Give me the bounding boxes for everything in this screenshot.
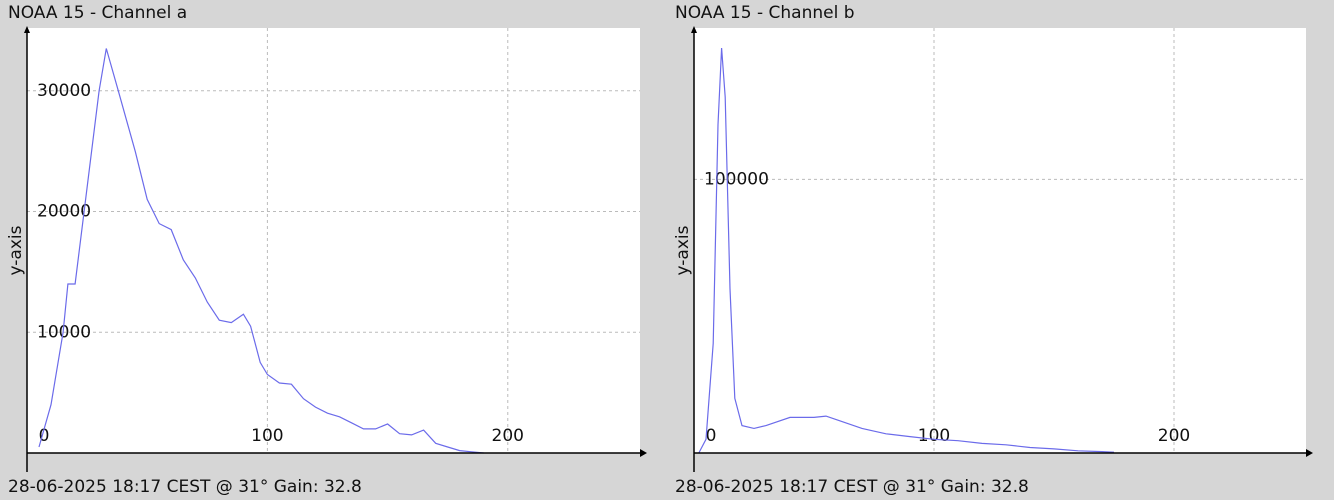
panel-title: NOAA 15 - Channel b [675, 3, 855, 23]
plot-area [27, 28, 640, 453]
data-line [38, 48, 484, 454]
y-tick-label: 10000 [37, 322, 91, 342]
data-line [698, 47, 1115, 454]
y-axis-label: y-axis [6, 225, 26, 275]
status-footer: 28-06-2025 18:17 CEST @ 31° Gain: 32.8 [8, 477, 362, 497]
status-footer: 28-06-2025 18:17 CEST @ 31° Gain: 32.8 [675, 477, 1029, 497]
panel-title: NOAA 15 - Channel a [8, 3, 187, 23]
y-axis-arrow [691, 26, 697, 33]
x-tick-label: 200 [492, 426, 524, 446]
y-tick-label: 20000 [37, 202, 91, 222]
y-axis-arrow [24, 26, 30, 33]
x-axis-arrow [1306, 449, 1313, 457]
plot-area [694, 28, 1306, 453]
x-tick-label: 0 [39, 426, 50, 446]
x-tick-label: 100 [251, 426, 283, 446]
y-tick-label: 100000 [704, 169, 769, 189]
y-axis-label: y-axis [673, 225, 693, 275]
x-tick-label: 0 [706, 426, 717, 446]
x-tick-label: 100 [918, 426, 950, 446]
x-tick-label: 200 [1158, 426, 1190, 446]
y-tick-label: 30000 [37, 81, 91, 101]
x-axis-arrow [640, 449, 647, 457]
